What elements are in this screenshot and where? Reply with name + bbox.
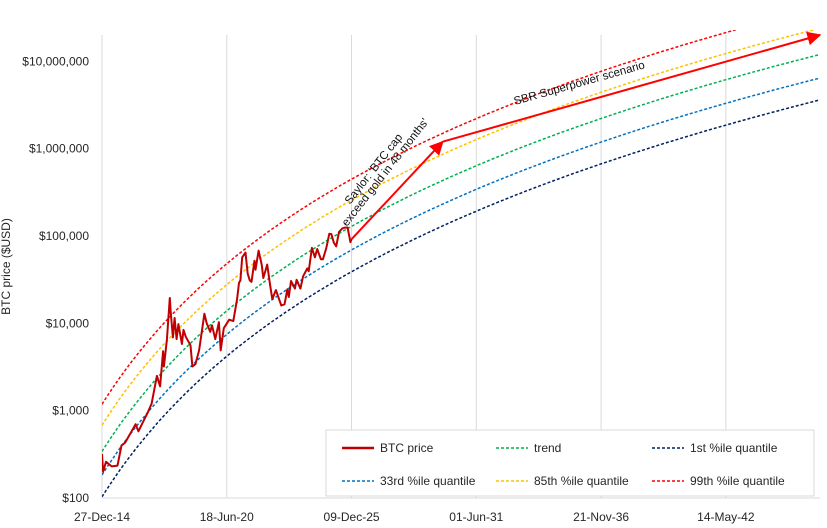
y-tick-label: $100 (62, 491, 89, 505)
series-1st-ile-quantile (102, 99, 821, 498)
x-tick-label: 21-Nov-36 (573, 510, 629, 524)
legend-label-btc-price: BTC price (380, 441, 434, 455)
x-tick-label: 14-May-42 (697, 510, 755, 524)
legend-label-trend: trend (534, 441, 561, 455)
y-tick-label: $10,000 (46, 316, 90, 330)
x-tick-label: 01-Jun-31 (449, 510, 503, 524)
series-trend (102, 53, 821, 452)
axes: 27-Dec-14 18-Jun-20 09-Dec-25 01-Jun-31 21-N… (0, 54, 820, 524)
legend-label-99th-ile-quantile: 99th %ile quantile (690, 474, 785, 488)
series-btc-price (102, 226, 353, 473)
scenario-arrow (442, 31, 822, 143)
y-tick-label: $1,000,000 (29, 142, 89, 156)
x-tick-label: 27-Dec-14 (74, 510, 130, 524)
scenario-arrow (350, 140, 444, 240)
legend-label-1st-ile-quantile: 1st %ile quantile (690, 441, 778, 455)
series-85th-ile-quantile (102, 30, 817, 426)
legend-box (325, 429, 815, 497)
x-tick-label: 18-Jun-20 (200, 510, 254, 524)
series-99th-ile-quantile (102, 30, 738, 405)
legend-label-85th-ile-quantile: 85th %ile quantile (534, 474, 629, 488)
x-tick-label: 09-Dec-25 (324, 510, 380, 524)
y-tick-label: $100,000 (39, 229, 89, 243)
y-tick-label: $1,000 (52, 404, 89, 418)
legend: BTC price trend 1st %ile quantile 33rd %ile… (325, 429, 815, 497)
y-axis-title: BTC price ($USD) (0, 218, 13, 315)
grid-lines (101, 35, 727, 498)
series-lines (102, 30, 821, 498)
legend-label-33rd-ile-quantile: 33rd %ile quantile (380, 474, 476, 488)
y-tick-label: $10,000,000 (22, 54, 89, 68)
